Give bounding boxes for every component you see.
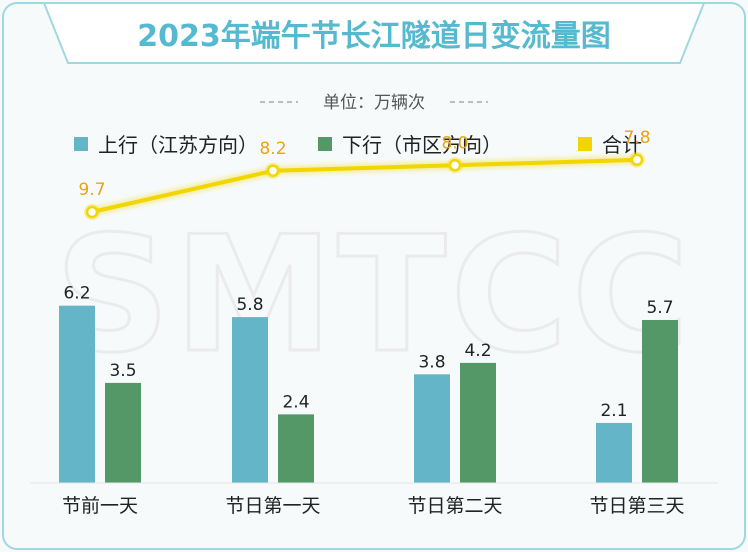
bar-up-2 [232, 317, 268, 483]
title-banner [42, 2, 706, 64]
bar-down-4 [642, 319, 678, 483]
bar-down-2 [278, 414, 314, 483]
total-label-2: 8.2 [259, 139, 286, 159]
bar-up-1 [59, 305, 95, 483]
bar-down-1 [105, 382, 141, 483]
total-point-2 [266, 164, 280, 177]
total-point-1 [85, 205, 99, 219]
bar-up-3 [414, 374, 450, 483]
total-label-4: 7.8 [623, 128, 650, 148]
plot-area: 6.2 3.5 节前一天 5.8 2.4 节日第一天 3.8 4.2 节日第二天 2.1 5.7 节日… [30, 128, 718, 517]
watermark-text: SMTCC [55, 201, 693, 388]
bar-down-label-4: 5.7 [646, 298, 673, 318]
category-label-4: 节日第三天 [589, 495, 684, 517]
category-label-2: 节日第一天 [225, 495, 320, 517]
bar-up-label-1: 6.2 [63, 284, 90, 304]
unit-label: 单位：万辆次 [323, 93, 425, 113]
legend-swatch-1 [74, 137, 88, 151]
category-label-3: 节日第二天 [407, 495, 502, 517]
total-label-1: 9.7 [78, 180, 105, 200]
legend-label-3: 合计 [602, 133, 642, 157]
total-label-3: 8.0 [441, 133, 468, 153]
legend: 上行（江苏方向） 下行（市区方向） 合计 [74, 133, 642, 157]
bar-down-3 [460, 362, 496, 483]
bar-down-label-2: 2.4 [282, 392, 309, 412]
category-label-1: 节前一天 [62, 495, 138, 517]
bar-down-label-3: 4.2 [464, 341, 491, 361]
bar-up-4 [596, 422, 632, 483]
total-point-3 [448, 159, 462, 172]
bar-up-label-4: 2.1 [600, 401, 627, 421]
total-line [90, 157, 639, 214]
legend-label-2: 下行（市区方向） [342, 133, 502, 157]
bar-up-label-3: 3.8 [418, 352, 445, 372]
bar-down-label-1: 3.5 [109, 361, 136, 381]
bar-up-label-2: 5.8 [236, 295, 263, 315]
legend-label-1: 上行（江苏方向） [98, 133, 258, 157]
legend-swatch-3 [578, 137, 592, 151]
total-point-4 [630, 153, 644, 166]
chart-title: 2023年端午节长江隧道日变流量图 [137, 19, 611, 54]
legend-swatch-2 [318, 137, 332, 151]
